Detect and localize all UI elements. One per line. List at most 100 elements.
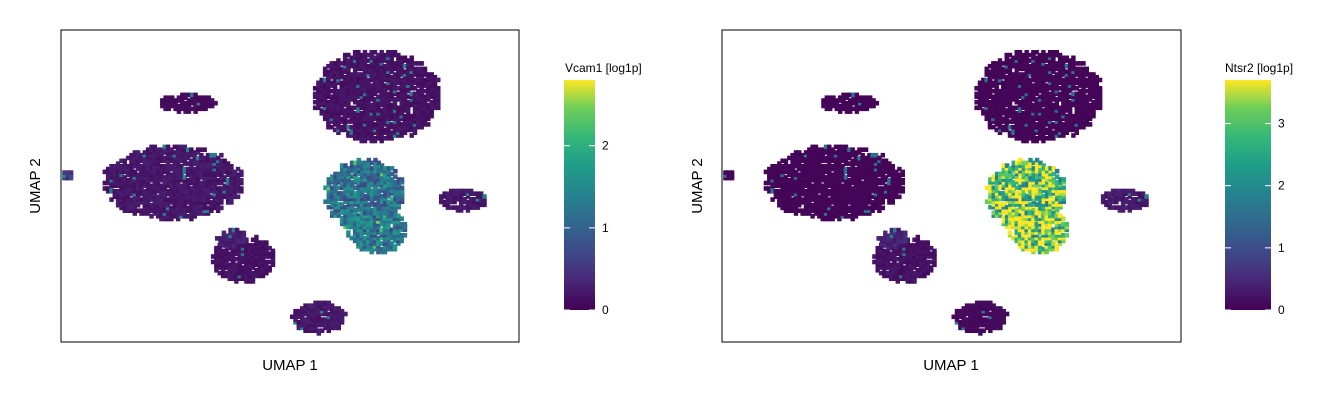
hex-cell <box>359 94 364 99</box>
hex-cell <box>850 186 855 191</box>
hex-cell <box>229 200 234 205</box>
hex-cell <box>803 164 809 169</box>
hex-cell <box>122 164 127 169</box>
hex-cell <box>326 111 331 116</box>
hex-cell <box>977 105 983 111</box>
hex-cell <box>247 262 252 268</box>
hex-cell <box>1031 52 1036 58</box>
hex-cell <box>376 124 381 130</box>
hex-cell <box>386 204 391 210</box>
hex-cell <box>237 270 242 276</box>
hex-cell <box>1027 111 1033 116</box>
hex-cell <box>1018 168 1023 174</box>
hex-cell <box>974 86 979 91</box>
hex-cell <box>214 268 219 273</box>
hex-cell <box>1037 58 1043 63</box>
hex-cell <box>62 175 67 181</box>
hex-cell <box>984 72 989 77</box>
hex-cell <box>840 164 845 169</box>
hex-cell <box>250 279 256 284</box>
hex-cell <box>994 182 1000 188</box>
hex-cell <box>399 99 404 105</box>
hex-cell <box>1037 124 1043 130</box>
hex-cell <box>787 164 792 169</box>
hex-cell <box>356 130 361 135</box>
hex-cell <box>1021 168 1026 174</box>
hex-cell <box>135 183 141 189</box>
hex-cell <box>1057 113 1063 119</box>
hex-cell <box>1067 66 1073 72</box>
hex-cell <box>1047 99 1053 105</box>
hex-cell <box>139 189 144 194</box>
hex-cell <box>994 188 1000 193</box>
hex-cell <box>389 244 394 249</box>
hex-cell <box>215 169 221 175</box>
hex-cell <box>880 161 885 166</box>
hex-cell <box>399 122 404 127</box>
hex-cell <box>991 72 996 77</box>
hex-cell <box>366 160 371 166</box>
hex-cell <box>1021 58 1026 63</box>
hex-cell <box>833 166 839 172</box>
hex-cell <box>372 80 378 86</box>
hex-cell <box>1001 66 1006 72</box>
hex-cell <box>379 202 385 207</box>
hex-cell <box>379 72 384 77</box>
hex-cell <box>175 169 181 175</box>
hex-cell <box>379 124 384 130</box>
hex-cell <box>402 102 408 108</box>
hex-cell <box>332 61 338 66</box>
hex-cell <box>1027 127 1033 133</box>
hex-cell <box>169 175 174 180</box>
hex-cell <box>863 197 869 202</box>
hex-cell <box>994 193 1000 199</box>
hex-cell <box>373 180 378 185</box>
hex-cell <box>155 197 161 202</box>
hex-cell <box>1021 185 1026 191</box>
hex-cell <box>214 251 219 256</box>
hex-cell <box>228 227 233 233</box>
hex-cell <box>359 58 364 63</box>
hex-cell <box>459 194 464 199</box>
hex-cell <box>837 166 842 172</box>
hex-cell <box>988 191 993 196</box>
hex-cell <box>376 160 381 166</box>
hex-cell <box>1011 91 1016 97</box>
hex-cell <box>356 207 361 213</box>
hex-cell <box>162 169 167 175</box>
hex-cell <box>389 166 395 171</box>
hex-cell <box>893 186 899 191</box>
hex-cell <box>225 186 231 191</box>
hex-cell <box>379 61 384 66</box>
hex-cell <box>873 164 879 169</box>
hex-cell <box>984 102 989 108</box>
hex-cell <box>994 88 999 94</box>
hex-cell <box>149 191 154 197</box>
hex-cell <box>1011 127 1016 133</box>
hex-cell <box>987 122 993 127</box>
hex-cell <box>379 241 384 246</box>
hex-cell <box>356 199 361 204</box>
hex-cell <box>770 164 775 169</box>
hex-cell <box>1001 88 1006 94</box>
hex-cell <box>145 189 151 194</box>
hex-cell <box>1024 180 1030 185</box>
hex-cell <box>326 177 331 182</box>
hex-cell <box>212 189 217 194</box>
hex-cell <box>382 99 388 105</box>
hex-cell <box>1087 77 1093 83</box>
hex-cell <box>139 164 144 169</box>
hex-cell <box>1014 91 1019 97</box>
hex-cell <box>165 144 171 150</box>
hex-cell <box>152 161 157 166</box>
hex-cell <box>382 55 388 61</box>
hex-cell <box>1034 122 1039 127</box>
hex-cell <box>790 191 795 197</box>
hex-cell <box>412 116 418 122</box>
hex-cell <box>406 83 411 88</box>
hex-cell <box>129 166 134 172</box>
hex-cell <box>984 86 989 91</box>
hex-cell <box>465 202 471 208</box>
hex-cell <box>376 235 381 241</box>
